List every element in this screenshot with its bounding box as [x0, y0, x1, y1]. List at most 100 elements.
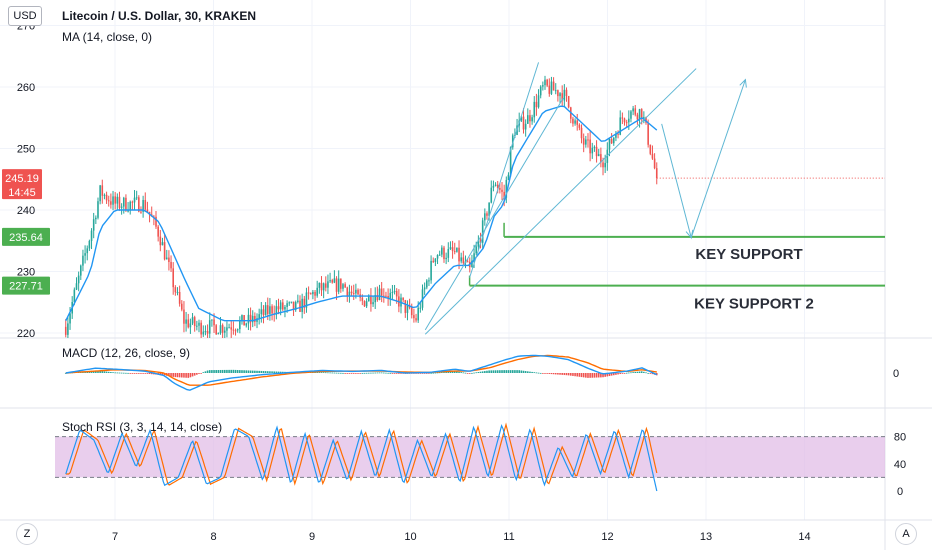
- macd-histogram-bar: [361, 372, 364, 374]
- macd-histogram-bar: [647, 372, 649, 374]
- macd-indicator-label[interactable]: MACD (12, 26, close, 9): [62, 346, 191, 360]
- macd-histogram-bar: [260, 370, 263, 373]
- macd-histogram-bar: [617, 373, 619, 375]
- candle-body: [215, 325, 217, 335]
- macd-histogram-bar: [400, 373, 402, 374]
- candle-body: [453, 251, 456, 253]
- macd-histogram-bar: [249, 370, 252, 373]
- candle-body: [548, 85, 551, 94]
- macd-histogram-bar: [565, 373, 568, 376]
- candle-body: [249, 314, 252, 323]
- candle-body: [617, 133, 619, 135]
- macd-histogram-bar: [604, 373, 606, 377]
- candle-body: [578, 124, 581, 128]
- candle-body: [537, 95, 540, 108]
- candle-body: [247, 314, 250, 324]
- candle-body: [557, 90, 559, 97]
- time-tick-label: 8: [210, 531, 216, 543]
- candle-body: [64, 326, 67, 335]
- candle-body: [632, 108, 634, 112]
- candle-body: [576, 120, 579, 125]
- macd-histogram-bar: [320, 372, 323, 373]
- candle-body: [544, 79, 546, 86]
- candle-body: [120, 206, 123, 208]
- candle-body: [533, 101, 536, 118]
- candle-body: [260, 309, 263, 315]
- candle-body: [86, 248, 89, 254]
- macd-histogram-bar: [456, 371, 458, 373]
- time-tick-label: 10: [404, 531, 416, 543]
- candle-body: [223, 330, 226, 333]
- candle-body: [234, 330, 237, 332]
- ma-indicator-label[interactable]: MA (14, close, 0): [62, 30, 153, 44]
- stoch-rsi-indicator-label[interactable]: Stoch RSI (3, 3, 14, 14, close): [62, 420, 223, 434]
- macd-histogram-bar: [380, 372, 383, 374]
- macd-histogram-bar: [428, 373, 430, 374]
- candle-body: [329, 280, 331, 282]
- macd-histogram-bar: [357, 373, 359, 374]
- candle-body: [127, 210, 129, 212]
- auto-scale-button[interactable]: A: [895, 523, 917, 545]
- candle-body: [77, 275, 80, 284]
- macd-histogram-bar: [103, 371, 106, 373]
- ascending-trendline-upper[interactable]: [424, 97, 564, 331]
- macd-histogram-bar: [552, 373, 555, 375]
- time-tick-label: 14: [798, 531, 810, 543]
- candle-body: [165, 257, 168, 260]
- candle-body: [333, 278, 336, 283]
- macd-histogram-bar: [370, 372, 372, 374]
- macd-histogram-bar: [206, 370, 209, 373]
- macd-histogram-bar: [181, 373, 183, 378]
- macd-histogram-bar: [623, 373, 626, 374]
- macd-histogram-bar: [524, 371, 527, 373]
- candle-body: [357, 289, 359, 295]
- macd-histogram-bar: [466, 373, 469, 374]
- macd-histogram-bar: [219, 369, 222, 373]
- key-support-2-badge[interactable]: 227.71: [2, 276, 50, 295]
- macd-histogram-bar: [651, 373, 654, 375]
- macd-histogram-bar: [262, 371, 265, 373]
- candle-body: [593, 146, 596, 148]
- projection-path[interactable]: [661, 79, 746, 240]
- macd-histogram-bar: [150, 373, 153, 375]
- macd-histogram-bar: [578, 373, 581, 377]
- candle-body: [266, 305, 269, 314]
- macd-histogram-bar: [432, 372, 435, 374]
- macd-histogram-bar: [129, 373, 132, 374]
- zoom-toggle-button[interactable]: Z: [16, 523, 38, 545]
- candle-body: [441, 247, 443, 255]
- macd-histogram-bar: [511, 370, 514, 373]
- candle-body: [600, 154, 602, 163]
- ascending-channel-upper[interactable]: [469, 62, 540, 278]
- macd-histogram-bar: [359, 373, 361, 374]
- macd-histogram-bar: [174, 373, 177, 378]
- macd-histogram-bar: [333, 372, 336, 374]
- macd-histogram-bar: [438, 372, 441, 374]
- key-support-badge[interactable]: 235.64: [2, 227, 50, 246]
- macd-histogram-bar: [239, 370, 241, 373]
- candle-body: [524, 123, 527, 130]
- macd-histogram-bar: [630, 372, 632, 374]
- macd-histogram-bar: [520, 370, 523, 373]
- projection-arrow-up: [739, 78, 747, 88]
- macd-histogram-bar: [107, 371, 110, 373]
- ascending-trendline-lower[interactable]: [424, 68, 697, 335]
- macd-histogram-bar: [200, 373, 202, 374]
- candle-body: [503, 191, 505, 198]
- currency-button[interactable]: USD: [8, 6, 42, 26]
- candle-body: [327, 281, 329, 288]
- macd-histogram-bar: [531, 371, 533, 373]
- stoch-d-line: [65, 422, 658, 486]
- candle-body: [387, 295, 389, 299]
- macd-histogram-bar: [228, 369, 230, 373]
- candle-body: [142, 199, 144, 212]
- last-price-badge[interactable]: 245.19 14:45: [2, 169, 42, 200]
- candle-body: [340, 278, 342, 289]
- macd-histogram-bar: [533, 372, 536, 374]
- candle-body: [174, 287, 177, 293]
- macd-histogram-bar: [389, 372, 392, 374]
- key-support-2-badge-bg: [2, 276, 50, 295]
- macd-histogram-bar: [589, 373, 591, 378]
